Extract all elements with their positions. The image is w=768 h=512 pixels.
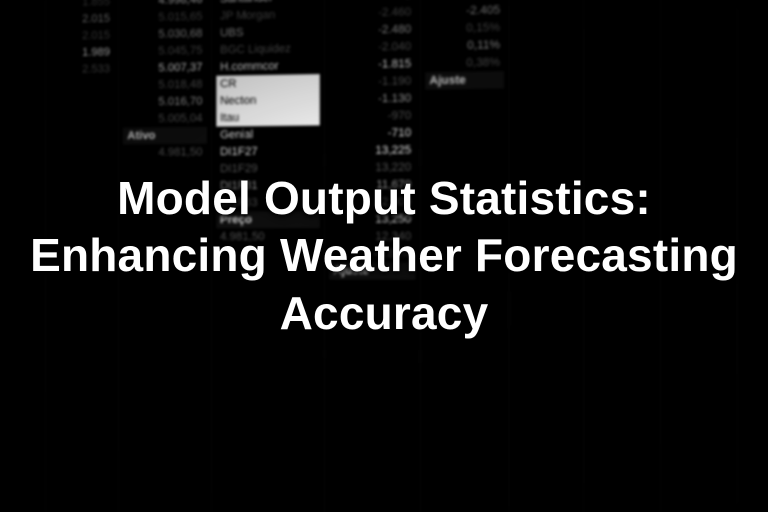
- page-title: Model Output Statistics: Enhancing Weath…: [30, 170, 738, 343]
- title-container: Model Output Statistics: Enhancing Weath…: [0, 0, 768, 512]
- title-line-2: Enhancing Weather Forecasting: [30, 229, 738, 281]
- title-line-1: Model Output Statistics:: [117, 172, 651, 224]
- title-line-3: Accuracy: [280, 287, 489, 339]
